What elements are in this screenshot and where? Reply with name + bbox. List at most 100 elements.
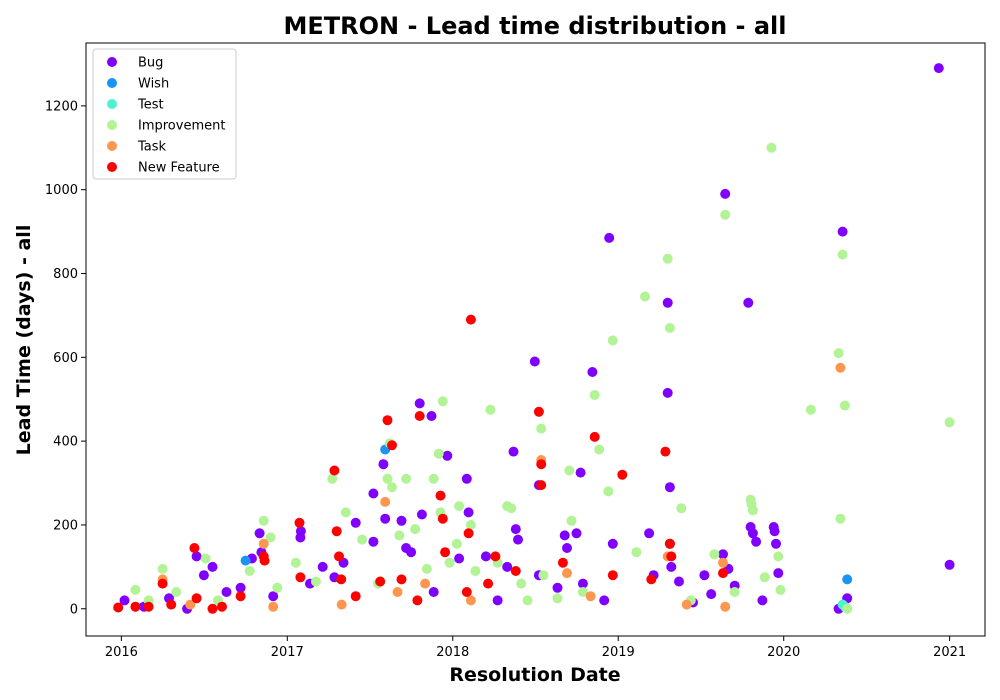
point-improvement bbox=[506, 503, 517, 514]
point-improvement bbox=[130, 584, 141, 595]
legend-marker bbox=[107, 99, 117, 109]
point-new-feature bbox=[191, 593, 202, 604]
legend-label: Wish bbox=[138, 77, 169, 92]
point-improvement bbox=[454, 501, 465, 512]
point-bug bbox=[463, 507, 474, 518]
point-improvement bbox=[603, 486, 614, 497]
point-new-feature bbox=[143, 601, 154, 612]
legend-marker bbox=[107, 120, 117, 130]
point-task bbox=[380, 496, 391, 507]
point-improvement bbox=[835, 513, 846, 524]
point-task bbox=[720, 601, 731, 612]
point-bug bbox=[747, 528, 758, 539]
point-improvement bbox=[485, 404, 496, 415]
point-improvement bbox=[538, 570, 549, 581]
point-task bbox=[718, 557, 728, 568]
point-new-feature bbox=[660, 446, 671, 457]
point-improvement bbox=[729, 587, 740, 597]
point-improvement bbox=[244, 566, 255, 576]
point-bug bbox=[751, 536, 762, 547]
point-improvement bbox=[607, 335, 618, 346]
point-new-feature bbox=[437, 513, 448, 524]
point-improvement bbox=[805, 404, 816, 415]
point-bug bbox=[529, 356, 540, 367]
point-task bbox=[268, 601, 279, 612]
point-bug bbox=[513, 534, 523, 545]
point-bug bbox=[406, 547, 417, 558]
point-new-feature bbox=[664, 538, 675, 549]
point-bug bbox=[268, 591, 279, 602]
point-improvement bbox=[171, 587, 182, 597]
point-bug bbox=[191, 551, 202, 562]
point-bug bbox=[607, 538, 618, 549]
point-bug bbox=[837, 226, 848, 237]
point-new-feature bbox=[465, 314, 476, 325]
point-bug bbox=[644, 528, 655, 539]
point-new-feature bbox=[440, 547, 451, 558]
point-bug bbox=[599, 595, 610, 606]
point-new-feature bbox=[189, 543, 200, 553]
point-new-feature bbox=[157, 578, 168, 589]
legend-label: Task bbox=[137, 140, 167, 155]
point-bug bbox=[508, 446, 519, 457]
legend-marker bbox=[107, 162, 117, 172]
legend-label: Bug bbox=[138, 56, 163, 71]
point-bug bbox=[502, 561, 513, 572]
point-new-feature bbox=[329, 465, 340, 476]
point-new-feature bbox=[463, 528, 474, 539]
point-improvement bbox=[451, 538, 462, 549]
point-bug bbox=[706, 589, 717, 600]
point-improvement bbox=[421, 563, 432, 574]
point-new-feature bbox=[207, 603, 218, 614]
point-improvement bbox=[444, 557, 455, 568]
point-improvement bbox=[640, 291, 650, 302]
x-axis-ticks: 2016 2017 2018 2019 2020 2021 bbox=[105, 636, 966, 660]
y-tick-label: 1000 bbox=[45, 183, 78, 198]
point-new-feature bbox=[331, 526, 342, 537]
point-improvement bbox=[327, 473, 338, 484]
point-improvement bbox=[200, 553, 211, 564]
point-improvement bbox=[410, 524, 421, 535]
point-improvement bbox=[664, 323, 675, 333]
point-improvement bbox=[564, 465, 575, 476]
point-bug bbox=[428, 587, 439, 597]
point-bug bbox=[461, 473, 472, 484]
point-improvement bbox=[157, 563, 168, 574]
point-bug bbox=[198, 570, 209, 581]
point-new-feature bbox=[166, 599, 177, 610]
point-improvement bbox=[839, 400, 850, 411]
chart-title: METRON - Lead time distribution - all bbox=[283, 12, 786, 40]
point-new-feature bbox=[375, 576, 386, 587]
legend-box bbox=[92, 48, 237, 180]
point-task bbox=[336, 599, 347, 610]
point-improvement bbox=[265, 532, 276, 543]
point-improvement bbox=[552, 593, 563, 604]
point-improvement bbox=[662, 253, 673, 264]
y-tick-label: 400 bbox=[53, 435, 78, 450]
point-bug bbox=[571, 528, 582, 539]
point-improvement bbox=[272, 582, 283, 593]
point-improvement bbox=[470, 566, 481, 576]
point-improvement bbox=[437, 396, 448, 407]
point-improvement bbox=[433, 448, 444, 459]
y-tick-label: 0 bbox=[70, 602, 78, 617]
point-wish bbox=[842, 574, 853, 585]
point-new-feature bbox=[387, 440, 397, 451]
point-bug bbox=[664, 482, 675, 493]
point-new-feature bbox=[130, 601, 141, 612]
point-task bbox=[185, 599, 196, 610]
point-bug bbox=[562, 543, 572, 553]
point-bug bbox=[416, 509, 427, 520]
y-tick-label: 800 bbox=[53, 267, 78, 282]
point-improvement bbox=[676, 503, 687, 514]
point-bug bbox=[221, 587, 232, 597]
point-new-feature bbox=[396, 574, 407, 585]
point-improvement bbox=[516, 578, 527, 589]
point-new-feature bbox=[259, 555, 270, 566]
point-improvement bbox=[290, 557, 301, 568]
point-new-feature bbox=[350, 591, 361, 602]
point-new-feature bbox=[435, 490, 446, 501]
point-improvement bbox=[310, 576, 321, 587]
point-bug bbox=[773, 568, 784, 579]
